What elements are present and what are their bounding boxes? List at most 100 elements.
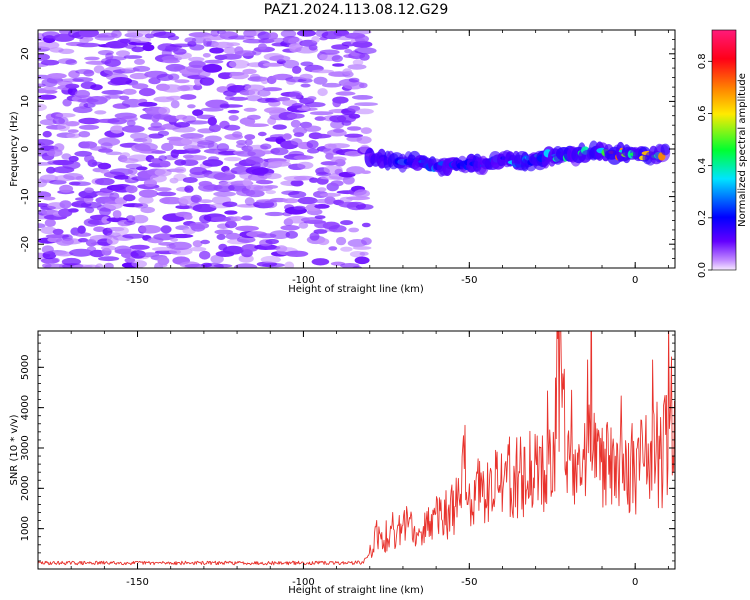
noise-cell [284,261,295,268]
noise-cell [300,83,311,88]
noise-cell [333,128,345,133]
noise-cell [352,40,373,48]
noise-cell [223,46,237,55]
noise-cell [199,250,211,260]
noise-cell [138,101,158,107]
noise-cell [265,238,280,245]
noise-cell [343,80,365,90]
noise-cell [317,238,330,246]
noise-cell [202,63,223,73]
noise-cell [354,256,370,265]
noise-cell [112,210,122,219]
noise-cell [354,102,379,106]
noise-cell [105,94,122,99]
noise-cell [327,143,350,149]
noise-cell [72,77,93,83]
noise-cell [216,234,226,240]
noise-cell [319,49,340,55]
noise-cell [53,143,65,152]
spectrogram-x-label: Height of straight line (km) [288,284,424,295]
colorbar-label: Normalized spectral amplitude [737,73,748,227]
noise-cell [308,44,318,51]
noise-cell [65,83,80,89]
noise-cell [297,161,314,170]
snr-y-tick-label: 5000 [20,355,31,380]
spectrogram-y-label: Frequency (Hz) [9,111,20,187]
noise-cell [222,245,244,255]
noise-cell [234,263,258,268]
noise-cell [168,73,180,81]
noise-cell [202,159,224,167]
snr-frame [37,330,676,570]
noise-cell [161,142,174,152]
noise-cell [347,64,367,70]
noise-cell [313,229,328,234]
noise-cell [38,40,60,50]
colorbar-frame [711,29,737,271]
noise-cell [170,237,179,242]
noise-cell [74,89,91,99]
noise-cell [101,245,116,251]
noise-cell [265,97,281,103]
noise-cell [222,201,238,208]
noise-cell [42,130,52,138]
noise-cell [78,131,91,138]
noise-cell [353,189,370,198]
spectrogram-x-tick-label: -100 [292,275,315,286]
noise-cell [263,200,278,209]
noise-cell [188,60,206,68]
noise-cell [170,100,180,109]
spectrogram-x-tick-label: 0 [632,275,638,286]
noise-cell [244,84,266,92]
noise-cell [265,190,276,195]
noise-cell [138,225,162,234]
noise-cell [113,174,130,180]
noise-cell [268,32,279,40]
noise-cell [111,30,122,39]
snr-marks [38,331,675,566]
noise-cell [159,160,171,168]
noise-cell [324,196,336,205]
noise-cell [192,240,203,248]
noise-cell [243,107,257,112]
noise-cell [355,108,374,115]
noise-cell [169,233,194,239]
spectrogram-x-tick-label: -150 [126,275,149,286]
noise-cell [344,133,363,138]
noise-cell [173,48,187,55]
noise-cell [242,178,252,187]
noise-cell [189,246,207,252]
noise-cell [40,59,60,66]
noise-cell [317,187,327,192]
spectrogram-y-tick-label: -20 [20,236,31,252]
noise-cell [80,141,98,149]
noise-cell [158,106,171,115]
noise-cell [342,68,353,75]
noise-cell [225,232,241,240]
noise-cell [290,119,301,128]
noise-cell [123,194,136,202]
noise-cell [219,104,244,108]
noise-cell [160,225,172,234]
noise-cell [245,123,269,127]
noise-cell [269,55,291,62]
noise-cell [332,96,349,104]
noise-cell [249,73,261,81]
noise-cell [352,246,372,250]
spectrogram-y-tick-label: 20 [20,47,31,60]
noise-cell [242,68,257,75]
noise-cell [169,43,193,48]
noise-cell [236,236,256,243]
noise-cell [201,107,224,112]
noise-cell [342,176,355,185]
noise-cell [160,84,183,93]
noise-cell [232,216,242,222]
spectrogram-y-tick-label: 0 [20,146,31,152]
noise-cell [346,126,362,131]
noise-cell [192,109,204,117]
snr-y-tick-label: 3000 [20,435,31,460]
noise-cell [55,113,76,118]
noise-cell [43,86,59,91]
